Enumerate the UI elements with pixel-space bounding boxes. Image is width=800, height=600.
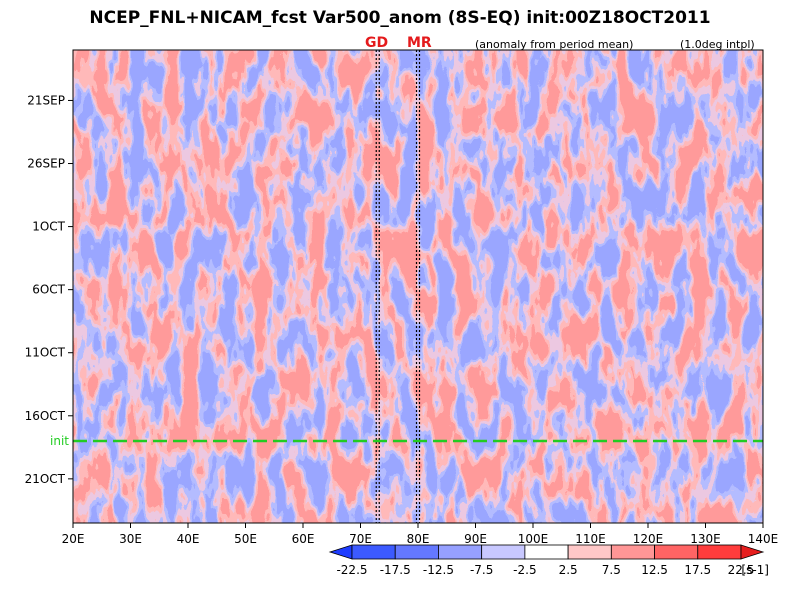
colorbar-level-label: -2.5: [513, 563, 536, 577]
colorbar-bin: [394, 544, 439, 560]
colorbar-bin: [438, 544, 483, 560]
colorbar-max-arrow: [740, 544, 765, 560]
colorbar-bin: [481, 544, 526, 560]
x-tick-label: 90E: [464, 532, 487, 546]
plot-area: [73, 50, 763, 523]
y-tick-label: 21SEP: [27, 93, 65, 107]
colorbar-bin: [524, 544, 569, 560]
y-tick-label: 11OCT: [25, 346, 66, 360]
y-tick-label: 16OCT: [25, 409, 66, 423]
colorbar-level-label: 22.5: [728, 563, 755, 577]
colorbar-level-label: 17.5: [684, 563, 711, 577]
y-tick-label: 21OCT: [25, 472, 66, 486]
x-tick-label: 30E: [119, 532, 142, 546]
colorbar-level-label: 12.5: [641, 563, 668, 577]
colorbar-level-label: -12.5: [423, 563, 454, 577]
x-tick-label: 60E: [292, 532, 315, 546]
colorbar-bin: [610, 544, 655, 560]
colorbar-level-label: -7.5: [470, 563, 493, 577]
x-tick-label: 120E: [633, 532, 664, 546]
x-tick-label: 80E: [407, 532, 430, 546]
colorbar-bin: [654, 544, 699, 560]
x-tick-label: 100E: [518, 532, 549, 546]
colorbar-bin: [567, 544, 612, 560]
init-label: init: [50, 434, 69, 448]
x-tick-label: 140E: [748, 532, 779, 546]
x-tick-label: 20E: [62, 532, 85, 546]
colorbar-bin: [697, 544, 742, 560]
marker-label-gd: GD: [365, 35, 389, 51]
colorbar-level-label: -17.5: [380, 563, 411, 577]
x-tick-label: 110E: [575, 532, 606, 546]
subtitle-period-mean: (anomaly from period mean): [475, 38, 634, 51]
colorbar-level-label: -22.5: [336, 563, 367, 577]
colorbar-unit: [s-1]: [741, 563, 769, 577]
x-tick-label: 50E: [234, 532, 257, 546]
colorbar-level-label: 2.5: [559, 563, 578, 577]
x-tick-label: 70E: [349, 532, 372, 546]
x-tick-label: 40E: [177, 532, 200, 546]
marker-label-mr: MR: [407, 35, 432, 51]
subtitle-interpolation: (1.0deg intpl): [680, 38, 755, 51]
y-tick-label: 6OCT: [32, 283, 65, 297]
anomaly-field: [73, 50, 763, 523]
y-tick-label: 26SEP: [27, 157, 65, 171]
colorbar-level-label: 7.5: [602, 563, 621, 577]
x-tick-label: 130E: [690, 532, 721, 546]
chart-title: NCEP_FNL+NICAM_fcst Var500_anom (8S-EQ) …: [89, 8, 711, 28]
colorbar-min-arrow: [328, 544, 353, 560]
colorbar-bin: [351, 544, 396, 560]
y-tick-label: 1OCT: [32, 220, 65, 234]
